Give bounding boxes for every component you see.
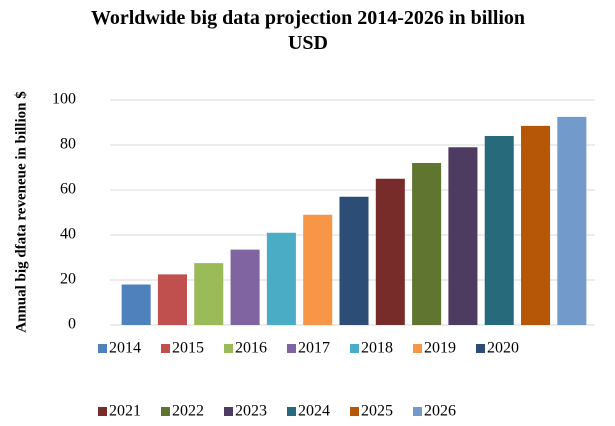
bar [484,136,514,325]
bar [339,196,369,325]
legend-label: 2022 [172,403,204,420]
legend-label: 2020 [487,340,519,357]
legend-label: 2026 [424,403,456,420]
chart-title: Worldwide big data projection 2014-2026 … [90,7,526,54]
legend-label: 2017 [298,340,330,357]
bar [121,284,151,325]
bar [266,232,296,325]
legend-swatch [224,407,233,416]
legend-label: 2014 [109,340,141,357]
bar [157,274,187,325]
legend-swatch [413,344,422,353]
bar [230,249,260,325]
legend-swatch [161,407,170,416]
legend-label: 2025 [361,403,393,420]
legend-label: 2015 [172,340,204,357]
y-tick-label: 40 [60,226,76,243]
legend-label: 2019 [424,340,456,357]
legend-swatch [98,344,107,353]
y-tick-label: 0 [68,316,76,333]
bar [194,263,224,325]
bar [303,214,333,325]
legend-label: 2018 [361,340,393,357]
legend-swatch [413,407,422,416]
bar [557,116,587,325]
legend-swatch [476,344,485,353]
legend-swatch [350,407,359,416]
y-tick-label: 100 [52,91,76,108]
legend-label: 2021 [109,403,141,420]
legend-swatch [287,407,296,416]
y-axis-label: Annual big dfata reveneue in billion $ [13,91,29,333]
bar [375,178,405,325]
bar [521,125,551,325]
legend-swatch [287,344,296,353]
y-tick-label: 80 [60,136,76,153]
legend-swatch [98,407,107,416]
legend-swatch [224,344,233,353]
legend-label: 2024 [298,403,330,420]
y-tick-label: 60 [60,181,76,198]
legend-swatch [350,344,359,353]
bar [448,147,478,325]
legend-label: 2023 [235,403,267,420]
legend-label: 2016 [235,340,267,357]
y-tick-label: 20 [60,271,76,288]
legend-swatch [161,344,170,353]
bar [412,163,442,325]
